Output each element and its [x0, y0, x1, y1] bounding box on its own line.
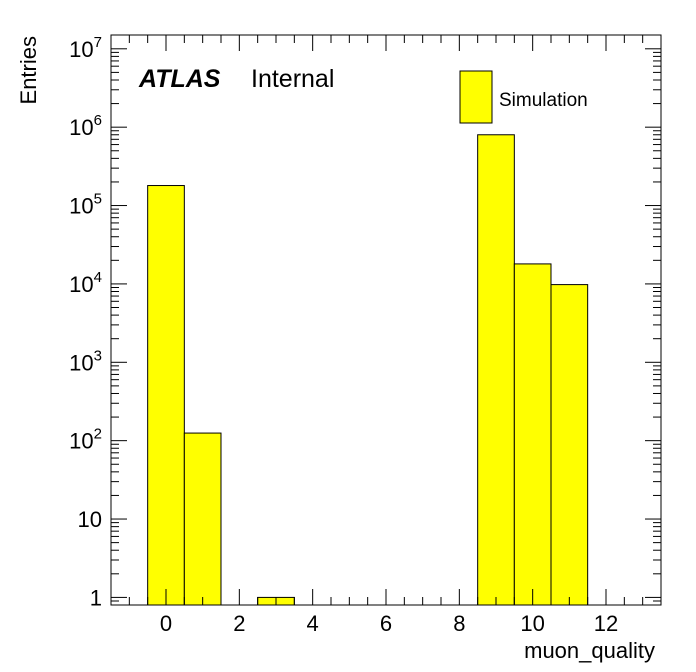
- x-tick-label: 10: [520, 611, 544, 636]
- axis-ticks: [110, 35, 662, 606]
- bar-0: [147, 185, 185, 606]
- x-tick-label: 12: [594, 611, 618, 636]
- histogram-bars: [147, 134, 589, 606]
- x-tick-label: 6: [380, 611, 392, 636]
- legend-entry-simulation: Simulation: [499, 90, 588, 111]
- y-tick-label: 1: [90, 585, 102, 610]
- bar-4: [513, 263, 552, 606]
- y-tick-label: 105: [69, 191, 102, 219]
- internal-label: Internal: [251, 65, 334, 93]
- x-tick-label: 4: [307, 611, 319, 636]
- x-tick-label: 8: [453, 611, 465, 636]
- y-axis-title: Entries: [16, 36, 41, 104]
- bar-1: [183, 432, 222, 606]
- y-tick-label: 107: [69, 34, 102, 62]
- plot-frame: [110, 34, 662, 606]
- x-axis-title: muon_quality: [524, 638, 655, 663]
- y-tick-label: 10: [78, 507, 102, 532]
- x-tick-label: 2: [233, 611, 245, 636]
- x-tick-labels: 0 2 4 6 8 10 12: [160, 611, 618, 636]
- y-tick-label: 106: [69, 112, 102, 140]
- y-tick-label: 104: [69, 269, 102, 297]
- bar-5: [550, 284, 589, 606]
- bar-3: [477, 134, 515, 606]
- y-tick-label: 102: [69, 426, 102, 454]
- y-tick-label: 103: [69, 347, 102, 375]
- atlas-label: ATLAS: [138, 65, 221, 93]
- x-tick-label: 0: [160, 611, 172, 636]
- legend-swatch: [459, 70, 493, 124]
- y-tick-labels: 1 10 102 103 104 105 106 107: [69, 34, 102, 611]
